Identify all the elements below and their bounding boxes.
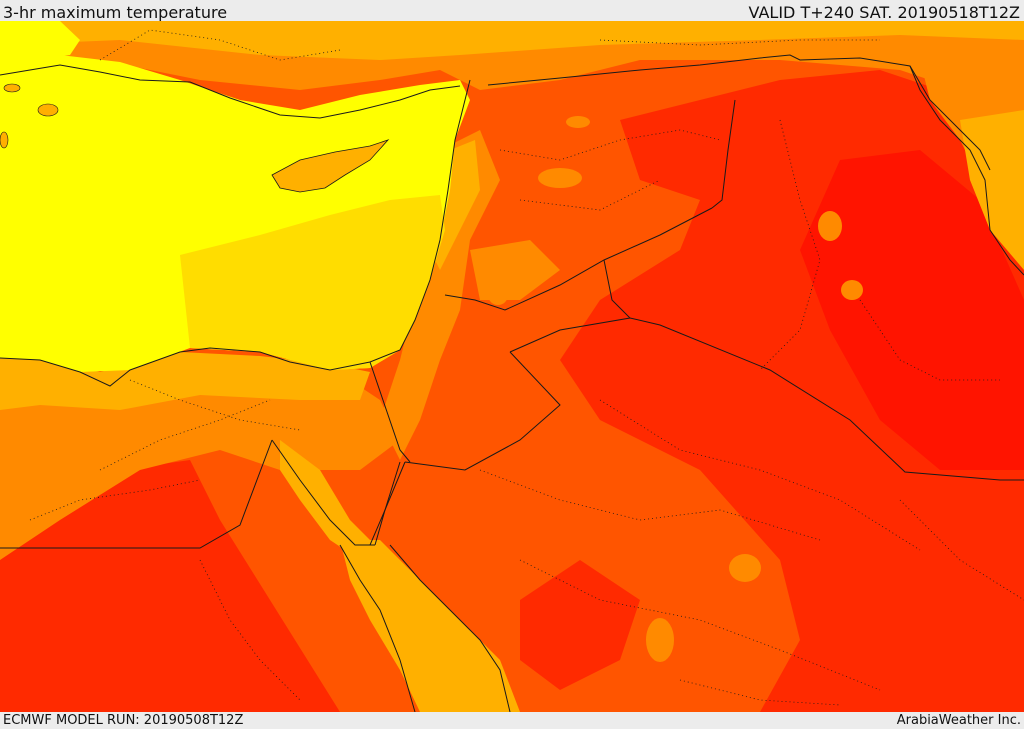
temperature-field — [0, 21, 1024, 712]
patch-warm-3 — [646, 618, 674, 662]
zone-hot-egypt-north — [0, 360, 400, 560]
temperature-map[interactable] — [0, 21, 1024, 712]
aegean-sea — [0, 21, 80, 62]
coastlines — [0, 64, 1024, 712]
dead-sea — [429, 338, 437, 366]
admin-boundaries — [29, 29, 1024, 706]
zone-hot-jordan — [470, 240, 560, 300]
zone-extreme-saudi — [520, 560, 640, 690]
zone-hot-levant — [380, 130, 500, 460]
patch-warm-4 — [538, 168, 582, 188]
map-title: 3-hr maximum temperature — [3, 3, 228, 22]
mediterranean-coast-band — [180, 195, 445, 370]
cyprus — [271, 139, 390, 193]
aegean-islands — [0, 83, 59, 149]
valid-time-label: VALID T+240 SAT. 20190518T12Z — [748, 3, 1020, 22]
header-bar: 3-hr maximum temperature VALID T+240 SAT… — [0, 0, 1024, 22]
patch-warm-1 — [488, 285, 508, 305]
zone-peak-iraq — [800, 150, 1024, 470]
national-borders — [0, 54, 1024, 549]
lake-tharthar — [818, 211, 842, 241]
patch-warm-2 — [729, 554, 761, 582]
credit-label: ArabiaWeather Inc. — [896, 713, 1021, 728]
footer-bar: ECMWF MODEL RUN: 20190508T12Z ArabiaWeat… — [0, 712, 1024, 729]
zone-warm-sinai — [280, 440, 370, 560]
zone-warm-coast — [0, 350, 370, 410]
model-run-label: ECMWF MODEL RUN: 20190508T12Z — [3, 713, 244, 728]
zone-warm-turkey — [0, 21, 1024, 60]
zone-warm-redsea — [340, 540, 520, 712]
lake-razzaza — [841, 280, 863, 300]
lake-assad — [566, 116, 590, 128]
zone-extreme-egypt — [0, 460, 340, 712]
zone-warm-iran — [960, 110, 1024, 270]
